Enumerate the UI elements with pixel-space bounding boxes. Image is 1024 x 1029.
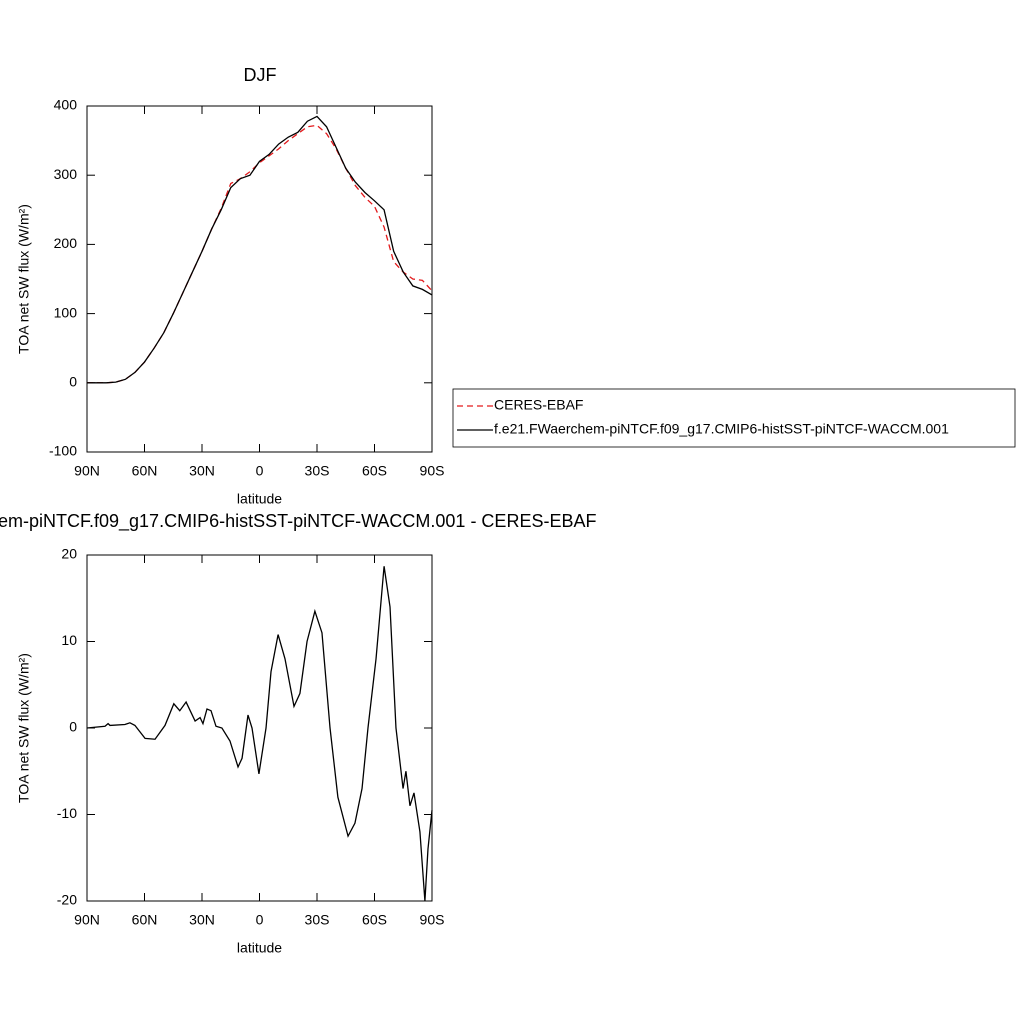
x-tick-label: 60S: [362, 912, 387, 928]
legend-box: [452, 388, 1016, 448]
y-tick-label: 200: [54, 235, 78, 251]
x-tick-label: 90S: [420, 463, 445, 479]
y-tick-label: -100: [49, 443, 77, 459]
x-tick-label: 0: [256, 463, 264, 479]
plot-frame: [86, 105, 433, 453]
chart-title: DJF: [244, 65, 277, 85]
x-tick-label: 60N: [132, 463, 158, 479]
x-tick-label: 60S: [362, 463, 387, 479]
x-tick-label: 90S: [420, 912, 445, 928]
x-tick-label: 0: [256, 912, 264, 928]
y-axis-label: TOA net SW flux (W/m²): [16, 204, 32, 354]
x-tick-label: 30S: [305, 912, 330, 928]
y-tick-label: -20: [57, 892, 77, 908]
x-tick-label: 60N: [132, 912, 158, 928]
x-tick-label: 30N: [189, 463, 215, 479]
data-line: [87, 124, 433, 384]
x-tick-label: 30N: [189, 912, 215, 928]
x-tick-label: 90N: [74, 912, 100, 928]
x-axis-label: latitude: [237, 491, 282, 507]
y-tick-label: 300: [54, 166, 78, 182]
chart-title: em-piNTCF.f09_g17.CMIP6-histSST-piNTCF-W…: [0, 511, 596, 532]
y-axis-label: TOA net SW flux (W/m²): [16, 653, 32, 803]
legend-label: f.e21.FWaerchem-piNTCF.f09_g17.CMIP6-his…: [494, 421, 949, 437]
y-tick-label: 0: [69, 374, 77, 390]
y-tick-label: 100: [54, 304, 78, 320]
x-tick-label: 90N: [74, 463, 100, 479]
data-line: [87, 115, 433, 384]
y-tick-label: -10: [57, 805, 77, 821]
x-tick-label: 30S: [305, 463, 330, 479]
x-axis-label: latitude: [237, 940, 282, 956]
y-tick-label: 10: [61, 632, 77, 648]
y-tick-label: 0: [69, 719, 77, 735]
legend-label: CERES-EBAF: [494, 397, 583, 413]
y-tick-label: 20: [61, 546, 77, 562]
data-line: [86, 566, 433, 902]
y-tick-label: 400: [54, 97, 78, 113]
